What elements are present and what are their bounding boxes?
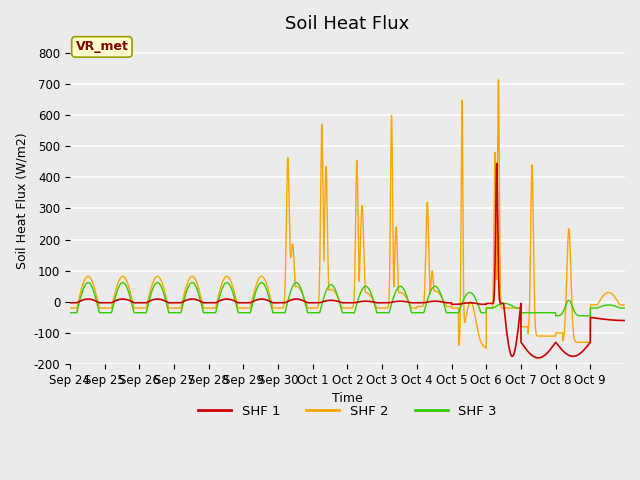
- Text: VR_met: VR_met: [76, 40, 129, 53]
- X-axis label: Time: Time: [332, 392, 363, 405]
- Title: Soil Heat Flux: Soil Heat Flux: [285, 15, 410, 33]
- Legend: SHF 1, SHF 2, SHF 3: SHF 1, SHF 2, SHF 3: [193, 399, 502, 423]
- Y-axis label: Soil Heat Flux (W/m2): Soil Heat Flux (W/m2): [15, 132, 28, 269]
